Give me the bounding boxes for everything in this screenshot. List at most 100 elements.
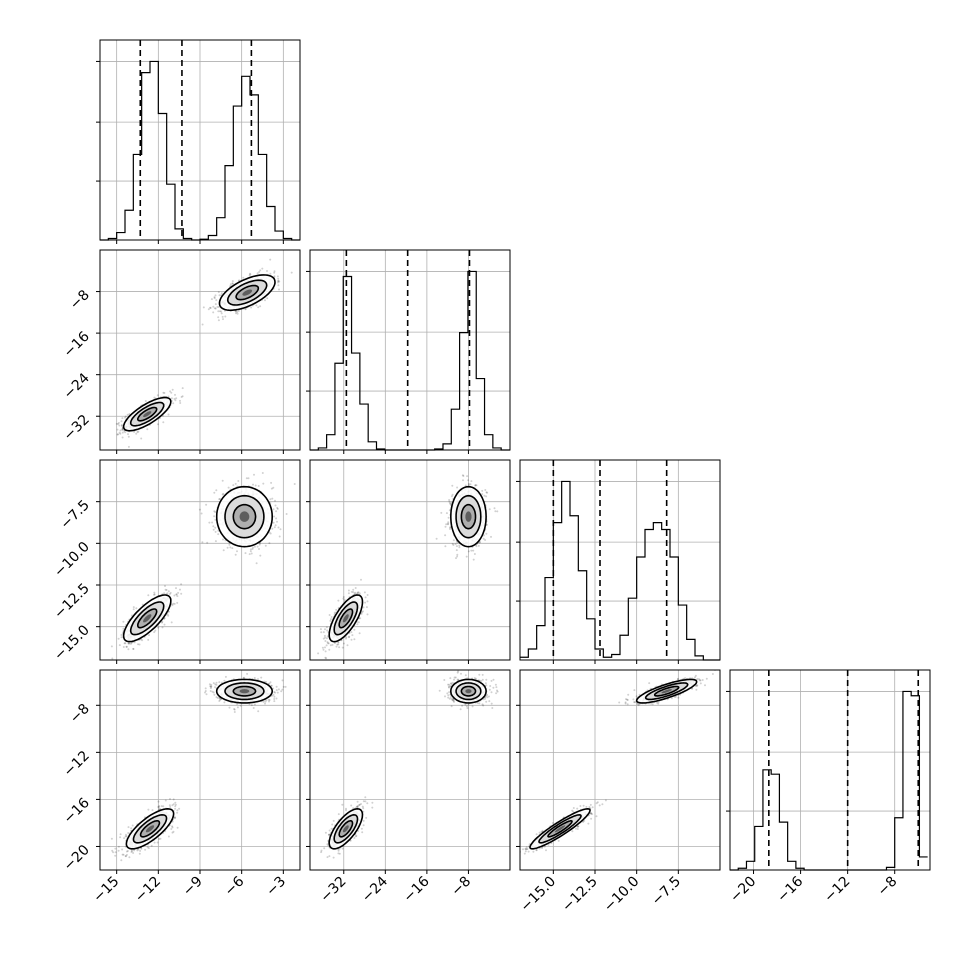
sample-point bbox=[469, 483, 472, 486]
sample-point bbox=[235, 310, 237, 313]
sample-point bbox=[234, 553, 237, 556]
sample-point bbox=[324, 628, 326, 631]
sample-point bbox=[147, 594, 150, 597]
sample-point bbox=[449, 502, 451, 505]
density-contour bbox=[137, 406, 158, 422]
sample-point bbox=[451, 493, 454, 496]
sample-point bbox=[445, 523, 448, 526]
sample-point bbox=[120, 634, 123, 636]
sample-point bbox=[157, 806, 160, 808]
sample-point bbox=[221, 315, 224, 318]
sample-point bbox=[122, 853, 125, 856]
sample-point bbox=[337, 643, 340, 646]
sample-point bbox=[116, 433, 119, 436]
sample-point bbox=[454, 543, 457, 546]
sample-point bbox=[172, 803, 175, 806]
sample-point bbox=[276, 520, 278, 523]
sample-point bbox=[120, 420, 123, 423]
sample-point bbox=[467, 482, 470, 485]
density-fill bbox=[342, 614, 349, 623]
sample-point bbox=[118, 644, 121, 647]
sample-point bbox=[162, 391, 165, 394]
density-fill bbox=[143, 614, 152, 623]
sample-point bbox=[326, 642, 329, 645]
sample-point bbox=[249, 273, 252, 276]
density-contour bbox=[122, 594, 172, 643]
sample-point bbox=[110, 645, 113, 648]
sample-point bbox=[129, 642, 132, 645]
sample-point bbox=[485, 495, 488, 498]
sample-point bbox=[473, 553, 476, 555]
sample-point bbox=[494, 510, 497, 513]
sample-point bbox=[446, 523, 449, 526]
sample-point bbox=[213, 297, 216, 300]
sample-point bbox=[119, 429, 122, 432]
sample-point bbox=[330, 616, 333, 618]
sample-point bbox=[220, 312, 223, 315]
sample-point bbox=[329, 619, 332, 622]
sample-point bbox=[135, 607, 138, 610]
sample-point bbox=[347, 636, 350, 639]
sample-point bbox=[114, 851, 117, 854]
sample-point bbox=[112, 851, 115, 854]
sample-point bbox=[114, 847, 117, 850]
hist-panel-p1 bbox=[306, 249, 511, 454]
sample-point bbox=[118, 431, 121, 434]
sample-point bbox=[120, 424, 123, 427]
sample-point bbox=[447, 522, 450, 525]
sample-point bbox=[449, 526, 452, 529]
sample-point bbox=[227, 486, 230, 489]
sample-point bbox=[179, 588, 181, 591]
sample-point bbox=[231, 280, 234, 283]
sample-point bbox=[122, 627, 125, 630]
sample-point bbox=[323, 634, 326, 637]
sample-point bbox=[475, 484, 478, 487]
sample-point bbox=[255, 562, 258, 565]
sample-point bbox=[222, 492, 225, 495]
sample-point bbox=[232, 484, 235, 487]
sample-point bbox=[325, 626, 328, 629]
sample-point bbox=[125, 833, 127, 836]
sample-point bbox=[482, 534, 485, 537]
sample-point bbox=[137, 848, 140, 851]
sample-point bbox=[219, 310, 221, 313]
sample-point bbox=[151, 809, 154, 812]
sample-point bbox=[466, 475, 469, 478]
sample-point bbox=[324, 646, 326, 649]
sample-point bbox=[277, 281, 279, 284]
sample-point bbox=[170, 391, 173, 394]
hist-panel-p0 bbox=[96, 39, 301, 244]
scatter-panel-p1-vs-p0 bbox=[96, 249, 301, 454]
sample-point bbox=[205, 503, 208, 506]
sample-point bbox=[212, 525, 215, 528]
sample-point bbox=[259, 269, 262, 272]
sample-point bbox=[331, 643, 334, 646]
sample-point bbox=[174, 805, 177, 808]
sample-point bbox=[174, 399, 177, 402]
sample-point bbox=[362, 606, 365, 609]
sample-point bbox=[224, 315, 227, 318]
sample-point bbox=[111, 657, 114, 660]
sample-point bbox=[354, 591, 357, 594]
sample-point bbox=[273, 270, 276, 273]
sample-point bbox=[158, 806, 160, 809]
sample-point bbox=[358, 632, 361, 635]
sample-point bbox=[213, 491, 216, 494]
sample-point bbox=[217, 310, 220, 313]
sample-point bbox=[330, 618, 332, 621]
sample-point bbox=[482, 537, 485, 540]
sample-point bbox=[353, 628, 356, 631]
sample-point bbox=[175, 593, 178, 596]
sample-point bbox=[170, 828, 173, 830]
sample-point bbox=[180, 396, 183, 398]
sample-point bbox=[485, 491, 488, 494]
sample-point bbox=[462, 475, 465, 477]
panel-frame bbox=[309, 459, 511, 661]
sample-point bbox=[337, 641, 340, 644]
sample-point bbox=[327, 642, 330, 645]
sample-point bbox=[271, 497, 274, 500]
sample-point bbox=[171, 825, 174, 828]
sample-point bbox=[244, 308, 247, 311]
sample-point bbox=[353, 592, 356, 595]
